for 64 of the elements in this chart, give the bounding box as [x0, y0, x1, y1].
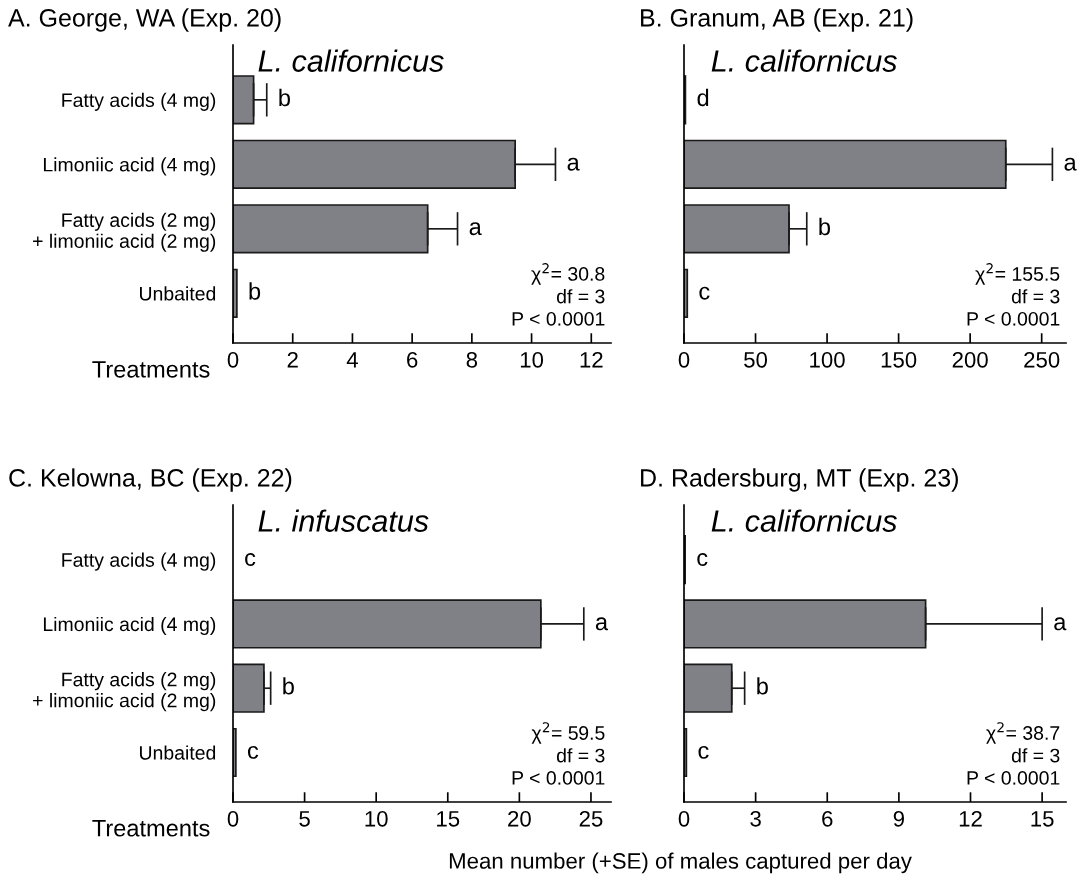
annotation: c [245, 553, 256, 566]
annotation: b [757, 677, 768, 695]
x-tick-label: 2 [287, 351, 298, 368]
x-axis-title: Mean number (+SE) of males captured per day [449, 852, 912, 874]
x-tick-label: 200 [952, 351, 988, 368]
chart-title: D. Radersburg, MT (Exp. 23) [641, 468, 958, 492]
x-tick-label: 12 [959, 810, 982, 827]
annotation: c [698, 745, 709, 759]
x-tick-label: 5 [299, 811, 310, 827]
annotation: b [819, 217, 831, 236]
annotation: a [1054, 617, 1067, 631]
chart-subtitle: L. californicus [711, 49, 897, 72]
y-tick-label: Limoniic acid (4 mg) [43, 616, 216, 636]
x-tick-label: 4 [346, 352, 358, 368]
x-tick-label: 25 [579, 810, 603, 827]
chart-title: C. Kelowna, BC (Exp. 22) [9, 468, 292, 492]
chart-title: A. George, WA (Exp. 20) [8, 8, 281, 32]
annotation: χ$^{2}$= 59.5 df = 3 P < 0.0001 [512, 722, 605, 785]
annotation: a [1064, 157, 1077, 171]
annotation: a [595, 617, 609, 631]
x-tick-label: 15 [1031, 811, 1054, 827]
x-tick-label: 3 [750, 810, 761, 827]
y-tick-label: Fatty acids (2 mg) + limoniic acid (2 mg) [33, 672, 216, 712]
x-tick-label: 50 [744, 351, 768, 368]
chart-subtitle: L. californicus [711, 509, 897, 532]
x-tick-label: 0 [227, 810, 239, 827]
annotation: c [697, 553, 708, 566]
y-axis-title: Treatments [92, 820, 210, 837]
y-tick-label: Unbaited [140, 745, 216, 760]
annotation: b [249, 282, 261, 300]
x-tick-label: 150 [881, 351, 917, 368]
x-tick-label: 0 [678, 351, 690, 368]
x-tick-label: 250 [1024, 351, 1060, 368]
y-axis-title: Treatments [92, 361, 210, 378]
x-tick-label: 10 [520, 351, 544, 368]
x-tick-label: 6 [407, 351, 418, 368]
x-tick-label: 12 [580, 351, 603, 368]
x-tick-label: 0 [678, 810, 690, 827]
y-tick-label: Fatty acids (4 mg) [62, 552, 216, 571]
annotation: b [283, 677, 294, 695]
annotation: d [697, 88, 709, 107]
x-tick-label: 6 [822, 810, 833, 827]
annotation: c [699, 286, 710, 300]
annotation: χ$^{2}$= 38.7 df = 3 P < 0.0001 [967, 722, 1060, 785]
x-tick-label: 9 [893, 810, 904, 827]
y-tick-label: Fatty acids (2 mg) + limoniic acid (2 mg) [33, 212, 216, 252]
x-tick-label: 100 [810, 351, 845, 368]
x-tick-label: 20 [508, 810, 531, 827]
y-tick-label: Unbaited [140, 286, 216, 301]
annotation: b [279, 88, 290, 107]
x-tick-label: 15 [437, 811, 460, 827]
x-tick-label: 8 [466, 351, 478, 368]
annotation: χ$^{2}$= 155.5 df = 3 P < 0.0001 [967, 263, 1060, 326]
x-tick-label: 0 [227, 351, 239, 368]
annotation: c [247, 745, 259, 759]
chart-subtitle: L. californicus [258, 49, 444, 72]
y-tick-label: Limoniic acid (4 mg) [43, 157, 216, 176]
y-tick-label: Fatty acids (4 mg) [62, 92, 216, 111]
chart-title: B. Granum, AB (Exp. 21) [641, 8, 913, 32]
annotation: a [469, 222, 482, 236]
chart-subtitle: L. infuscatus [258, 509, 429, 532]
annotation: χ$^{2}$= 30.8 df = 3 P < 0.0001 [512, 263, 605, 326]
x-tick-label: 10 [365, 810, 388, 827]
annotation: a [567, 157, 580, 171]
